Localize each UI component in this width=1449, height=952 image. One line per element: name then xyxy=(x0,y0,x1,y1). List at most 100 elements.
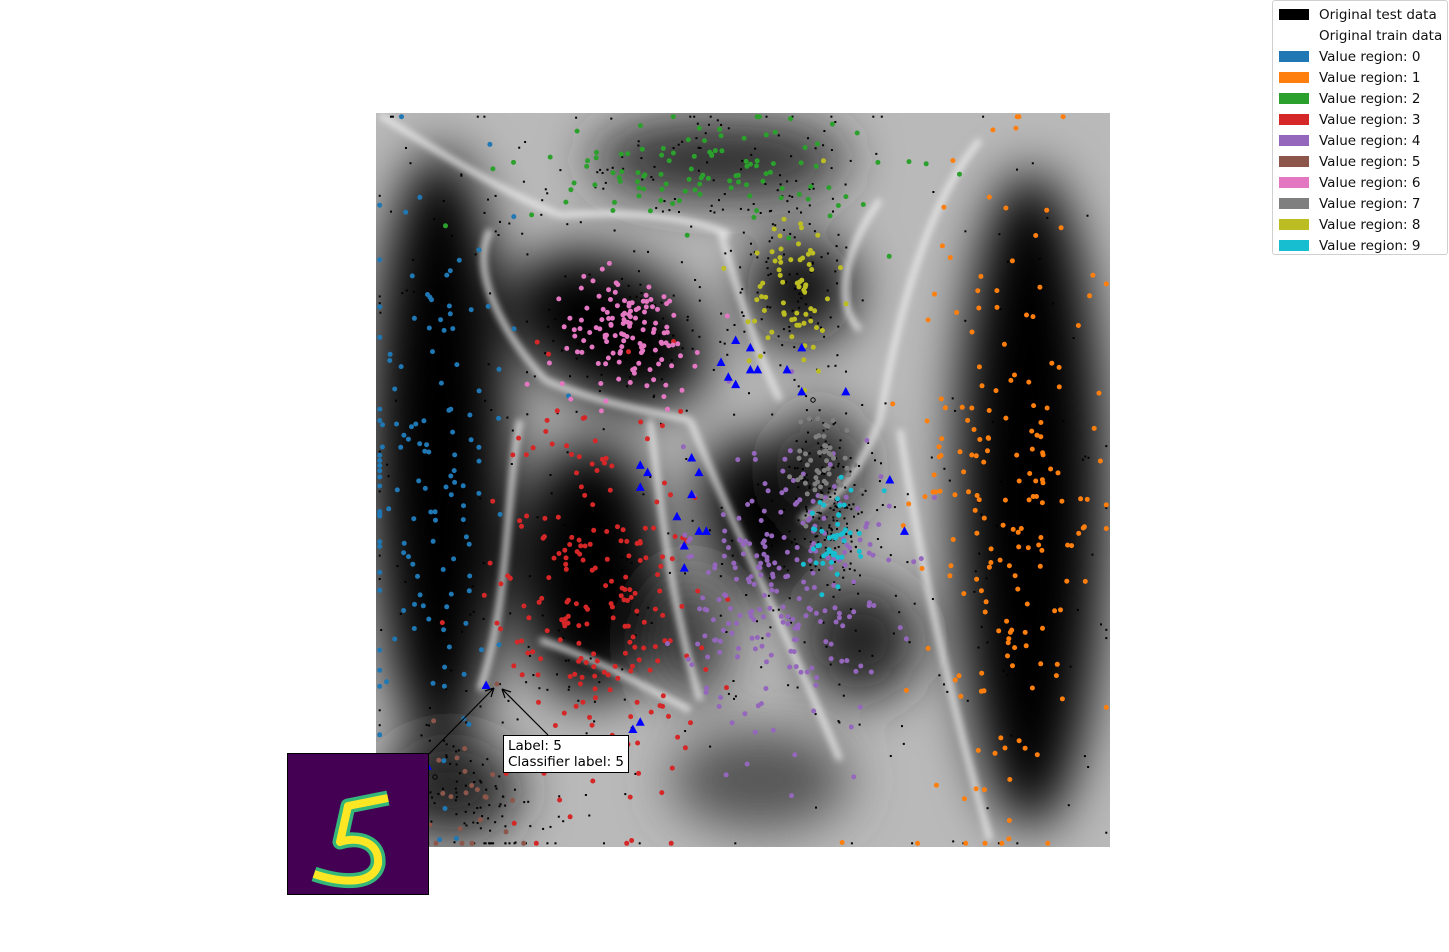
region-7-point xyxy=(830,417,836,423)
region-1-point xyxy=(959,404,965,410)
region-4-point xyxy=(716,704,722,709)
region-3-point xyxy=(534,339,540,345)
region-7-point xyxy=(813,475,819,481)
test-point xyxy=(826,584,829,586)
test-point xyxy=(801,448,804,451)
region-0-point xyxy=(496,642,502,648)
test-point xyxy=(611,166,614,169)
region-1-point xyxy=(969,452,975,458)
region-9-point xyxy=(826,535,832,541)
region-0-point xyxy=(417,194,423,200)
region-9-point xyxy=(839,554,845,560)
region-8-point xyxy=(810,250,816,256)
test-point xyxy=(479,497,482,500)
test-point xyxy=(464,810,467,813)
region-8-point xyxy=(803,311,809,317)
test-point xyxy=(379,311,382,314)
region-6-point xyxy=(625,319,631,325)
test-point xyxy=(681,140,684,143)
region-7-point xyxy=(804,462,810,468)
region-4-point xyxy=(793,637,799,643)
region-4-point xyxy=(789,793,794,799)
test-point xyxy=(719,614,722,617)
test-point xyxy=(818,517,821,520)
test-point xyxy=(808,485,811,488)
region-0-point xyxy=(401,550,407,556)
test-point xyxy=(760,666,763,669)
test-point xyxy=(764,183,767,185)
test-point xyxy=(541,199,544,202)
test-point xyxy=(569,375,571,378)
test-point xyxy=(1028,511,1031,514)
test-point xyxy=(767,257,770,260)
region-3-point xyxy=(635,740,641,746)
region-0-point xyxy=(401,608,407,613)
region-0-point xyxy=(411,516,417,522)
region-0-point xyxy=(496,415,502,421)
test-point xyxy=(833,502,836,505)
region-6-point xyxy=(622,298,627,304)
region-8-point xyxy=(763,294,769,300)
region-9-point xyxy=(821,502,827,508)
test-point xyxy=(652,178,655,181)
region-5-point xyxy=(474,787,480,793)
region-4-point xyxy=(703,689,709,695)
test-point xyxy=(834,270,837,273)
test-point xyxy=(829,507,832,510)
region-6-point xyxy=(627,380,633,385)
test-point xyxy=(647,606,650,609)
region-4-point xyxy=(851,579,857,585)
region-1-point xyxy=(976,364,982,370)
region-9-point xyxy=(837,502,843,508)
test-point xyxy=(871,452,874,455)
region-3-point xyxy=(587,714,592,720)
region-4-point xyxy=(886,503,892,509)
region-9-point xyxy=(819,528,825,534)
region-5-point xyxy=(521,840,527,846)
region-8-point xyxy=(810,344,816,350)
region-1-point xyxy=(981,787,987,793)
test-point xyxy=(828,487,830,490)
region-1-point xyxy=(977,437,983,442)
region-6-point xyxy=(608,297,613,302)
test-point xyxy=(581,610,584,613)
test-point xyxy=(695,137,698,140)
region-3-point xyxy=(624,538,630,544)
test-point xyxy=(497,234,500,236)
region-9-point xyxy=(848,487,854,493)
region-2-point xyxy=(835,203,841,208)
region-0-point xyxy=(429,297,434,303)
test-point xyxy=(853,484,856,486)
test-point xyxy=(823,473,826,476)
region-3-point xyxy=(625,598,630,603)
region-4-point xyxy=(842,549,848,555)
region-1-point xyxy=(1048,466,1054,472)
legend-swatch xyxy=(1279,135,1309,146)
region-6-point xyxy=(602,335,608,340)
region-4-point xyxy=(752,457,758,462)
test-point xyxy=(830,532,833,535)
region-9-point xyxy=(835,496,840,502)
test-point xyxy=(476,115,479,118)
region-8-point xyxy=(796,322,802,328)
region-8-point xyxy=(765,335,771,341)
region-0-point xyxy=(479,647,484,653)
region-0-point xyxy=(430,349,435,355)
region-2-point xyxy=(547,154,553,160)
test-point xyxy=(525,320,528,323)
test-point xyxy=(875,152,878,155)
test-point xyxy=(549,825,552,828)
region-0-point xyxy=(453,836,459,841)
region-0-point xyxy=(410,561,416,567)
test-point xyxy=(1083,755,1086,758)
test-point xyxy=(473,781,476,783)
test-point xyxy=(876,538,879,540)
region-3-point xyxy=(604,556,610,562)
test-point xyxy=(771,413,774,416)
region-1-point xyxy=(1055,470,1061,476)
region-3-point xyxy=(530,445,536,451)
test-point xyxy=(401,292,404,295)
test-point xyxy=(544,352,547,355)
test-point xyxy=(640,157,643,160)
region-3-point xyxy=(576,658,582,664)
